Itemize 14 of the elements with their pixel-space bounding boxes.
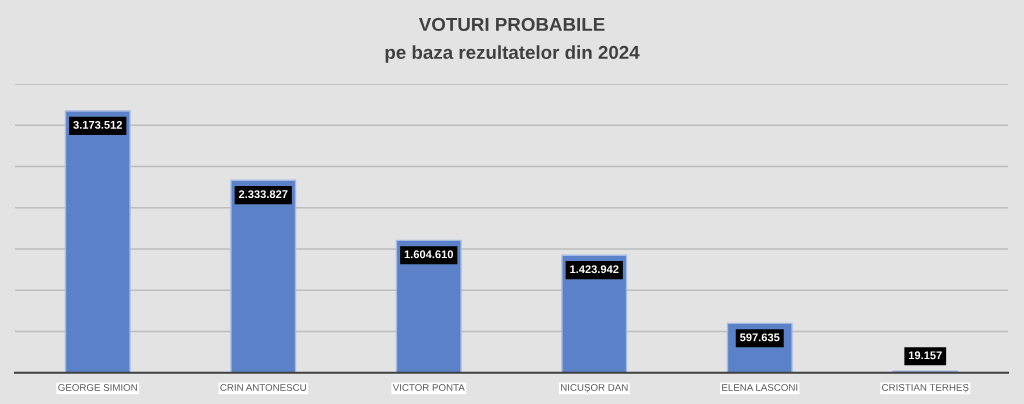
x-tick-label: CRISTIAN TERHEȘ	[882, 384, 969, 393]
x-tick-label: GEORGE SIMION	[58, 384, 137, 391]
data-label: 597.635	[740, 333, 780, 342]
data-label: 1.604.610	[404, 250, 454, 259]
chart-title: VOTURI PROBABILE	[418, 17, 605, 32]
chart-subtitle: pe baza rezultatelor din 2024	[385, 45, 640, 63]
x-tick-label: ELENA LASCONI	[722, 384, 798, 391]
x-tick-label: NICUȘOR DAN	[561, 384, 628, 393]
data-label: 2.333.827	[238, 190, 288, 199]
x-tick-label: CRIN ANTONESCU	[220, 384, 306, 391]
data-label: 19.157	[908, 351, 942, 360]
data-label: 1.423.942	[570, 265, 619, 274]
x-tick-label: VICTOR PONTA	[392, 384, 465, 391]
data-label: 3.173.512	[73, 120, 123, 129]
